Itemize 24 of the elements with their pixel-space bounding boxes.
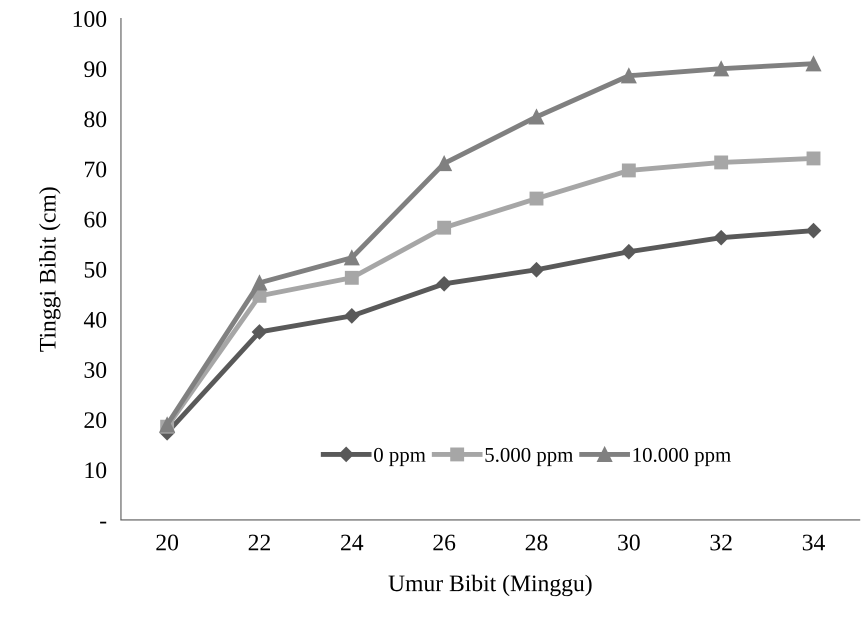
- x-tick-label: 34: [802, 534, 825, 550]
- x-tick-label: 24: [341, 534, 364, 550]
- legend-label: 5.000 ppm: [485, 448, 574, 466]
- x-tick-label: 28: [526, 534, 548, 550]
- y-axis-title: Tinggi Bibit (cm): [39, 187, 61, 352]
- x-tick-label: 30: [618, 534, 640, 550]
- y-tick-label: -: [100, 522, 106, 524]
- y-tick-label: 10: [86, 462, 106, 478]
- x-axis-title: Umur Bibit (Minggu): [388, 574, 592, 596]
- y-tick-label: 20: [84, 412, 106, 428]
- x-tick-label: 20: [156, 534, 178, 550]
- y-tick-label: 70: [85, 161, 106, 178]
- legend-label: 10.000 ppm: [634, 448, 731, 466]
- y-tick-label: 80: [84, 111, 106, 128]
- x-tick-label: 32: [710, 534, 732, 550]
- y-tick-label: 30: [84, 362, 106, 378]
- x-tick-label: 26: [433, 534, 456, 550]
- x-tick-label: 22: [248, 534, 270, 550]
- y-tick-label: 100: [74, 11, 106, 27]
- y-tick-label: 50: [84, 262, 106, 278]
- legend-label: 0 ppm: [374, 448, 426, 466]
- y-tick-label: 40: [84, 312, 106, 328]
- y-tick-label: 90: [84, 61, 106, 78]
- y-tick-label: 60: [84, 212, 106, 228]
